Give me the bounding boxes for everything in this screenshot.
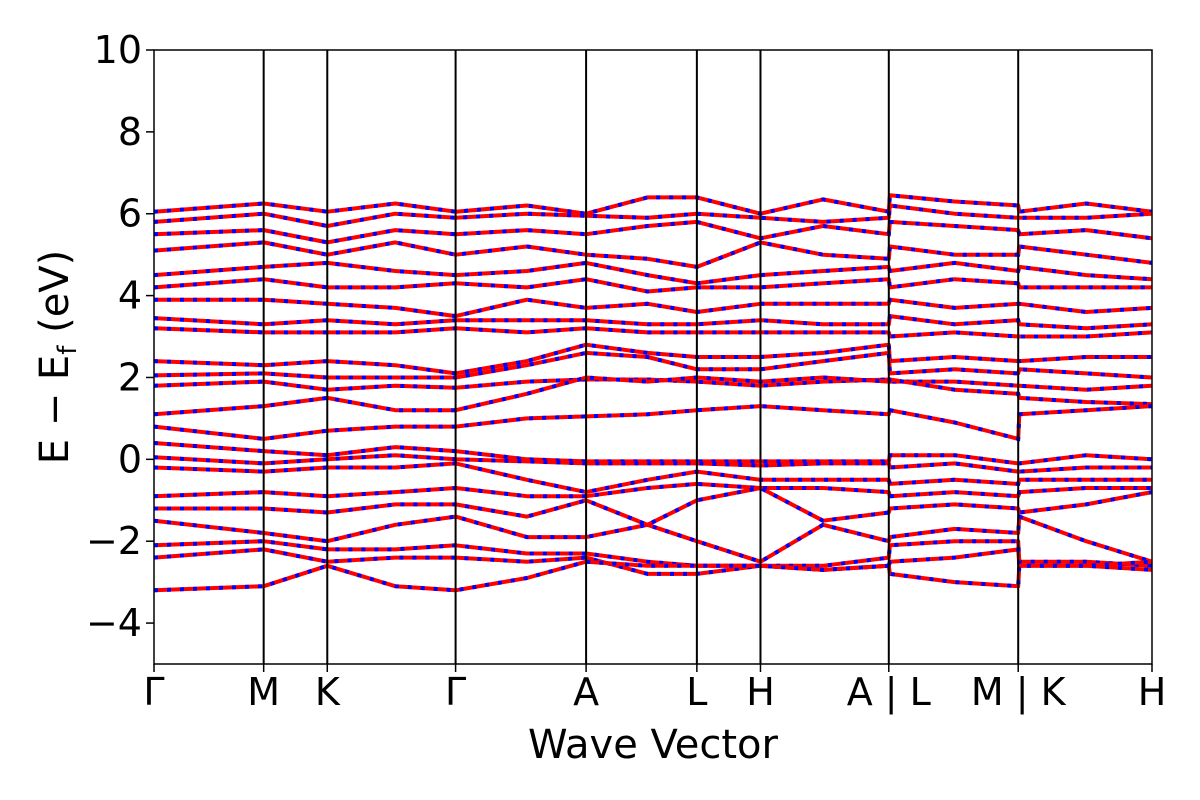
plot-frame	[153, 49, 1153, 665]
band-line-7	[153, 314, 1153, 331]
y-axis-ticks: −4 −2 0 2 4 6 8 10	[86, 28, 154, 645]
x-tick-label: M	[247, 670, 280, 714]
band-dash-11	[153, 377, 1153, 392]
x-tick-label: A	[573, 670, 599, 714]
x-tick-label: M | K	[971, 670, 1067, 715]
x-tick-label: H	[1138, 670, 1167, 714]
band-line-20	[153, 539, 1153, 568]
bands-layer	[153, 193, 1153, 593]
y-tick-label: 2	[118, 355, 142, 399]
y-tick-label: −4	[86, 601, 142, 645]
band-line-17	[153, 481, 1152, 499]
y-axis-label: E − Ef (eV)	[32, 250, 83, 465]
x-tick-label: H	[746, 670, 775, 714]
x-tick-label: K	[315, 670, 341, 714]
kpath-lines	[262, 50, 1020, 664]
band-line-13	[153, 404, 1153, 441]
x-tick-label: Γ	[445, 670, 466, 714]
band-line-2	[153, 219, 1153, 245]
band-dash-19	[153, 513, 1153, 564]
x-axis-label: Wave Vector	[528, 722, 779, 768]
x-tick-label: A | L	[847, 670, 931, 715]
band-line-8	[153, 326, 1153, 339]
y-tick-label: 4	[118, 274, 142, 318]
band-line-4	[153, 260, 1153, 286]
x-tick-label: L	[686, 670, 707, 714]
y-tick-label: 0	[118, 437, 142, 481]
x-tick-label: Γ	[143, 670, 164, 714]
band-line-6	[154, 297, 1153, 319]
y-tick-label: −2	[86, 519, 142, 563]
band-dash-8	[153, 326, 1153, 339]
y-tick-label: 6	[118, 192, 142, 236]
y-tick-label: 10	[94, 28, 142, 72]
band-dash-15	[153, 453, 1152, 474]
y-tick-label: 8	[118, 110, 142, 154]
